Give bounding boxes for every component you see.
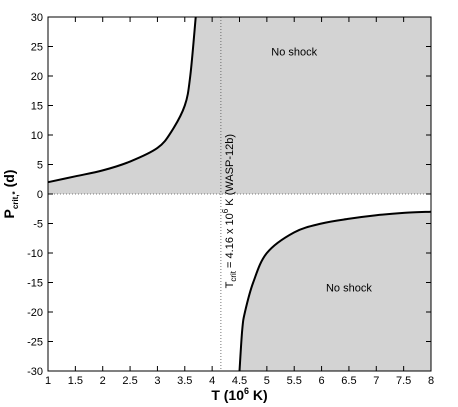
y-tick-label: 5 xyxy=(37,160,43,172)
tcrit-annotation-mid: = 4.16 x 10 xyxy=(224,213,236,271)
y-tick-label: -25 xyxy=(27,337,43,349)
x-axis-title: T (106 K) xyxy=(211,386,267,403)
y-axis-title-sub: crit,* xyxy=(11,190,20,209)
tcrit-annotation: Tcrit = 4.16 x 106 K (WASP-12b) xyxy=(221,134,238,288)
y-axis-title: Pcrit,* (d) xyxy=(1,170,20,219)
x-tick-label: 3.5 xyxy=(177,375,192,387)
x-axis-title-tail: K) xyxy=(249,387,268,403)
x-tick-label: 5 xyxy=(264,375,270,387)
x-tick-label: 3 xyxy=(154,375,160,387)
x-axis-title-sup: 6 xyxy=(244,386,249,396)
series-curves xyxy=(47,16,432,372)
region-label: No shock xyxy=(326,282,372,294)
shaded-region-upper xyxy=(48,17,431,194)
y-axis-title-tail: (d) xyxy=(1,170,17,192)
x-tick-label: 6.5 xyxy=(341,375,356,387)
x-tick-label: 1 xyxy=(45,375,51,387)
y-tick-label: 25 xyxy=(31,42,43,54)
x-axis-title-main: T (10 xyxy=(211,387,244,403)
series-curve-right xyxy=(238,210,432,372)
shaded-region-lower xyxy=(239,211,431,371)
y-tick-label: -20 xyxy=(27,307,43,319)
x-tick-label: 5.5 xyxy=(287,375,302,387)
region-label: No shock xyxy=(271,46,317,58)
x-tick-label: 7 xyxy=(373,375,379,387)
y-tick-label: -30 xyxy=(27,366,43,378)
region-labels: No shock No shock xyxy=(271,46,372,294)
x-tick-label: 4 xyxy=(209,375,215,387)
x-tick-label: 7.5 xyxy=(396,375,411,387)
x-tick-label: 1.5 xyxy=(68,375,83,387)
x-tick-label: 6 xyxy=(319,375,325,387)
tcrit-annotation-sup: 6 xyxy=(221,208,230,213)
y-tick-label: 0 xyxy=(37,189,43,201)
y-axis-title-main: P xyxy=(1,209,17,218)
tcrit-annotation-sub: crit xyxy=(229,270,238,281)
axis-ticks xyxy=(47,16,432,372)
y-tick-label: -10 xyxy=(27,248,43,260)
x-tick-label: 4.5 xyxy=(232,375,247,387)
y-tick-label: 20 xyxy=(31,71,43,83)
y-tick-label: -5 xyxy=(33,219,43,231)
x-tick-label: 8 xyxy=(428,375,434,387)
y-tick-label: 30 xyxy=(31,12,43,24)
y-tick-label: 10 xyxy=(31,130,43,142)
x-tick-label: 2 xyxy=(100,375,106,387)
tcrit-annotation-t: T xyxy=(224,281,236,288)
y-tick-label: 15 xyxy=(31,101,43,113)
x-tick-label: 2.5 xyxy=(122,375,137,387)
series-curve-left xyxy=(47,16,197,184)
tick-labels: 1 1.5 2 2.5 3 3.5 4 4.5 5 5.5 6 6.5 7 7.5 8 30 25 20 15 10 5… xyxy=(27,12,434,387)
y-tick-label: -15 xyxy=(27,278,43,290)
shaded-regions xyxy=(48,17,431,371)
tcrit-annotation-tail: K (WASP-12b) xyxy=(224,134,236,209)
